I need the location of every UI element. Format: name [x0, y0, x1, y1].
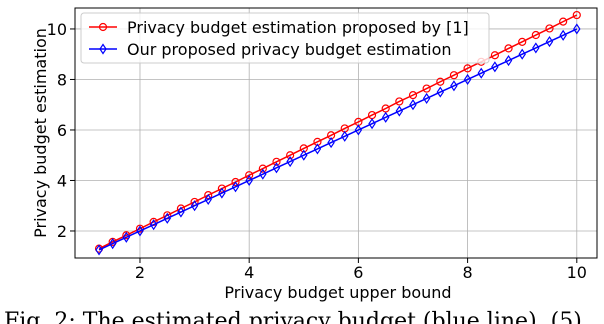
y-tick-label: 4 — [57, 171, 67, 190]
marker — [218, 187, 226, 199]
marker — [163, 212, 171, 224]
marker — [95, 244, 103, 256]
marker — [354, 124, 363, 136]
marker — [559, 17, 568, 26]
marker — [518, 37, 527, 46]
marker — [531, 30, 540, 40]
y-tick-label: 8 — [57, 70, 67, 89]
marker — [272, 157, 281, 166]
marker — [136, 225, 144, 237]
marker — [258, 164, 267, 173]
marker — [490, 51, 499, 60]
marker — [422, 92, 431, 104]
marker — [463, 73, 472, 86]
x-tick-label: 8 — [462, 263, 472, 282]
marker — [286, 151, 295, 160]
legend-label: Privacy budget estimation proposed by [1… — [127, 18, 469, 37]
y-tick-label: 6 — [57, 121, 67, 140]
marker — [436, 77, 445, 86]
marker — [368, 118, 376, 130]
marker — [504, 54, 513, 67]
marker — [395, 97, 404, 106]
marker — [463, 64, 472, 73]
marker — [217, 184, 226, 193]
marker — [545, 36, 554, 48]
x-tick-label: 6 — [353, 263, 363, 282]
marker — [299, 144, 308, 153]
marker — [518, 48, 526, 60]
caption: Fig. 2: The estimated privacy budget (bl… — [4, 309, 582, 324]
marker — [408, 91, 418, 100]
x-tick-label: 10 — [567, 263, 587, 282]
marker — [272, 162, 281, 174]
marker — [572, 10, 581, 20]
marker — [177, 206, 185, 218]
marker — [300, 149, 308, 161]
marker — [491, 61, 499, 73]
marker — [395, 105, 404, 117]
y-axis-label: Privacy budget estimation — [31, 28, 50, 238]
marker — [436, 86, 445, 98]
x-tick-label: 2 — [135, 263, 145, 282]
marker — [545, 24, 554, 33]
marker — [327, 137, 335, 149]
legend-box — [80, 12, 490, 64]
legend-marker — [99, 43, 107, 55]
marker — [149, 219, 158, 231]
marker — [449, 71, 459, 80]
marker — [231, 181, 240, 193]
marker — [108, 238, 117, 250]
y-tick-label: 2 — [57, 222, 67, 241]
legend-label: Our proposed privacy budget estimation — [127, 40, 452, 59]
marker — [532, 42, 540, 54]
x-tick-label: 4 — [244, 263, 254, 282]
series-line — [98, 14, 578, 250]
marker — [245, 174, 253, 187]
marker — [504, 44, 513, 53]
plot-frame — [74, 7, 598, 259]
marker — [190, 200, 199, 212]
x-axis-label: Privacy budget upper bound — [224, 283, 451, 302]
marker — [573, 23, 581, 35]
legend-marker — [98, 22, 108, 32]
marker — [122, 231, 131, 243]
marker — [409, 99, 417, 111]
marker — [477, 67, 485, 79]
marker — [450, 80, 458, 92]
marker — [422, 84, 431, 93]
marker — [245, 171, 254, 180]
marker — [381, 111, 390, 123]
y-tick-label: 10 — [47, 20, 67, 39]
marker — [286, 155, 294, 168]
marker — [313, 143, 322, 155]
marker — [259, 168, 267, 180]
marker — [559, 29, 567, 41]
marker — [341, 130, 349, 142]
marker — [204, 193, 212, 205]
marker — [231, 177, 240, 187]
